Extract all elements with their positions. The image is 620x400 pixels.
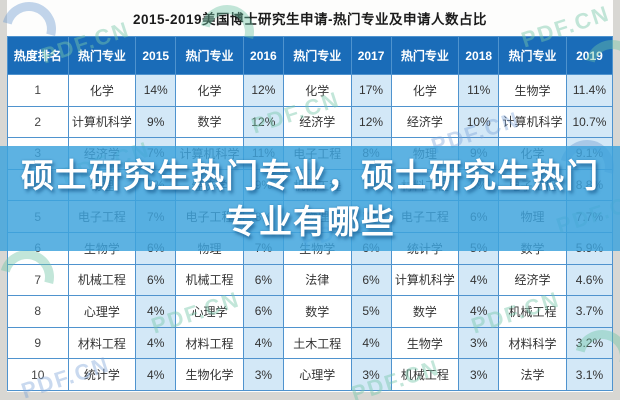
major-cell: 生物学 [390, 326, 460, 360]
major-cell: 计算机科学 [67, 105, 137, 139]
major-cell: 数学 [175, 105, 244, 139]
percent-cell: 12% [242, 74, 284, 107]
percent-cell: 4% [135, 326, 177, 360]
rank-cell: 1 [7, 74, 69, 107]
header-row: 热度排名 热门专业 2015 热门专业 2016 热门专业 2017 热门专业 2018 热门专业… [7, 36, 614, 75]
column-header: 热门专业 [282, 36, 352, 75]
major-cell: 化学 [390, 74, 460, 107]
percent-cell: 6% [242, 295, 284, 328]
percent-cell: 3.1% [565, 358, 614, 391]
percent-cell: 4% [458, 263, 500, 297]
major-cell: 数学 [390, 295, 460, 328]
rank-cell: 7 [7, 263, 69, 297]
column-header: 2018 [458, 36, 500, 75]
percent-cell: 10% [458, 105, 500, 139]
percent-cell: 6% [135, 263, 177, 297]
major-cell: 机械工程 [498, 295, 567, 328]
major-cell: 法学 [498, 358, 567, 391]
major-cell: 数学 [282, 295, 352, 328]
column-header: 2016 [242, 36, 284, 75]
column-header: 2017 [350, 36, 392, 75]
table-row: 10 统计学 4% 生物化学 3% 心理学 3% 机械工程 3% 法学 3.1% [7, 358, 614, 391]
percent-cell: 17% [350, 74, 392, 107]
table-header: 热度排名 热门专业 2015 热门专业 2016 热门专业 2017 热门专业 2018 热门专业… [7, 36, 614, 75]
rank-cell: 9 [7, 326, 69, 360]
table-row: 9 材料工程 4% 材料工程 4% 土木工程 4% 生物学 3% 材料科学 3.2% [7, 326, 614, 360]
column-header: 2015 [135, 36, 177, 75]
percent-cell: 4% [135, 358, 177, 391]
column-header: 热门专业 [67, 36, 137, 75]
percent-cell: 4% [242, 326, 284, 360]
major-cell: 统计学 [67, 358, 137, 391]
percent-cell: 5% [350, 295, 392, 328]
major-cell: 计算机科学 [390, 263, 460, 297]
percent-cell: 4.6% [565, 263, 614, 297]
column-header: 热门专业 [390, 36, 460, 75]
column-header: 2019 [565, 36, 614, 75]
percent-cell: 4% [135, 295, 177, 328]
major-cell: 材料工程 [175, 326, 244, 360]
percent-cell: 4% [350, 326, 392, 360]
rank-cell: 2 [7, 105, 69, 139]
percent-cell: 3% [350, 358, 392, 391]
major-cell: 心理学 [67, 295, 137, 328]
table-row: 8 心理学 4% 心理学 6% 数学 5% 数学 4% 机械工程 3.7% [7, 295, 614, 328]
major-cell: 材料工程 [67, 326, 137, 360]
percent-cell: 3.7% [565, 295, 614, 328]
percent-cell: 11.4% [565, 74, 614, 107]
table-row: 7 机械工程 6% 机械工程 6% 法律 6% 计算机科学 4% 经济学 4.6% [7, 263, 614, 297]
headline-line-1: 硕士研究生热门专业，硕士研究生热门 [21, 156, 599, 194]
major-cell: 化学 [67, 74, 137, 107]
major-cell: 生物化学 [175, 358, 244, 391]
major-cell: 化学 [282, 74, 352, 107]
percent-cell: 11% [458, 74, 500, 107]
rank-cell: 10 [7, 358, 69, 391]
column-header: 热门专业 [175, 36, 244, 75]
report-title: 2015-2019美国博士研究生申请-热门专业及申请人数占比 [132, 12, 488, 27]
percent-cell: 3% [458, 326, 500, 360]
major-cell: 经济学 [498, 263, 567, 297]
percent-cell: 12% [350, 105, 392, 139]
table-row: 2 计算机科学 9% 数学 12% 经济学 12% 经济学 10% 计算机科学 10.7% [7, 105, 614, 139]
major-cell: 经济学 [282, 105, 352, 139]
major-cell: 心理学 [175, 295, 244, 328]
major-cell: 土木工程 [282, 326, 352, 360]
headline-line-2: 专业有哪些 [225, 202, 395, 240]
rank-cell: 8 [7, 295, 69, 328]
major-cell: 生物学 [498, 74, 567, 107]
percent-cell: 14% [135, 74, 177, 107]
percent-cell: 3% [458, 358, 500, 391]
table-row: 1 化学 14% 化学 12% 化学 17% 化学 11% 生物学 11.4% [7, 74, 614, 107]
column-header: 热门专业 [498, 36, 567, 75]
major-cell: 法律 [282, 263, 352, 297]
percent-cell: 10.7% [565, 105, 614, 139]
percent-cell: 6% [242, 263, 284, 297]
percent-cell: 6% [350, 263, 392, 297]
major-cell: 心理学 [282, 358, 352, 391]
percent-cell: 3.2% [565, 326, 614, 360]
major-cell: 计算机科学 [498, 105, 567, 139]
major-cell: 机械工程 [67, 263, 137, 297]
major-cell: 经济学 [390, 105, 460, 139]
major-cell: 机械工程 [175, 263, 244, 297]
major-cell: 化学 [175, 74, 244, 107]
major-cell: 材料科学 [498, 326, 567, 360]
major-cell: 机械工程 [390, 358, 460, 391]
headline-banner-overlay: 硕士研究生热门专业，硕士研究生热门 专业有哪些 [0, 146, 620, 251]
column-header: 热度排名 [7, 36, 69, 75]
percent-cell: 12% [242, 105, 284, 139]
percent-cell: 9% [135, 105, 177, 139]
percent-cell: 4% [458, 295, 500, 328]
percent-cell: 3% [242, 358, 284, 391]
